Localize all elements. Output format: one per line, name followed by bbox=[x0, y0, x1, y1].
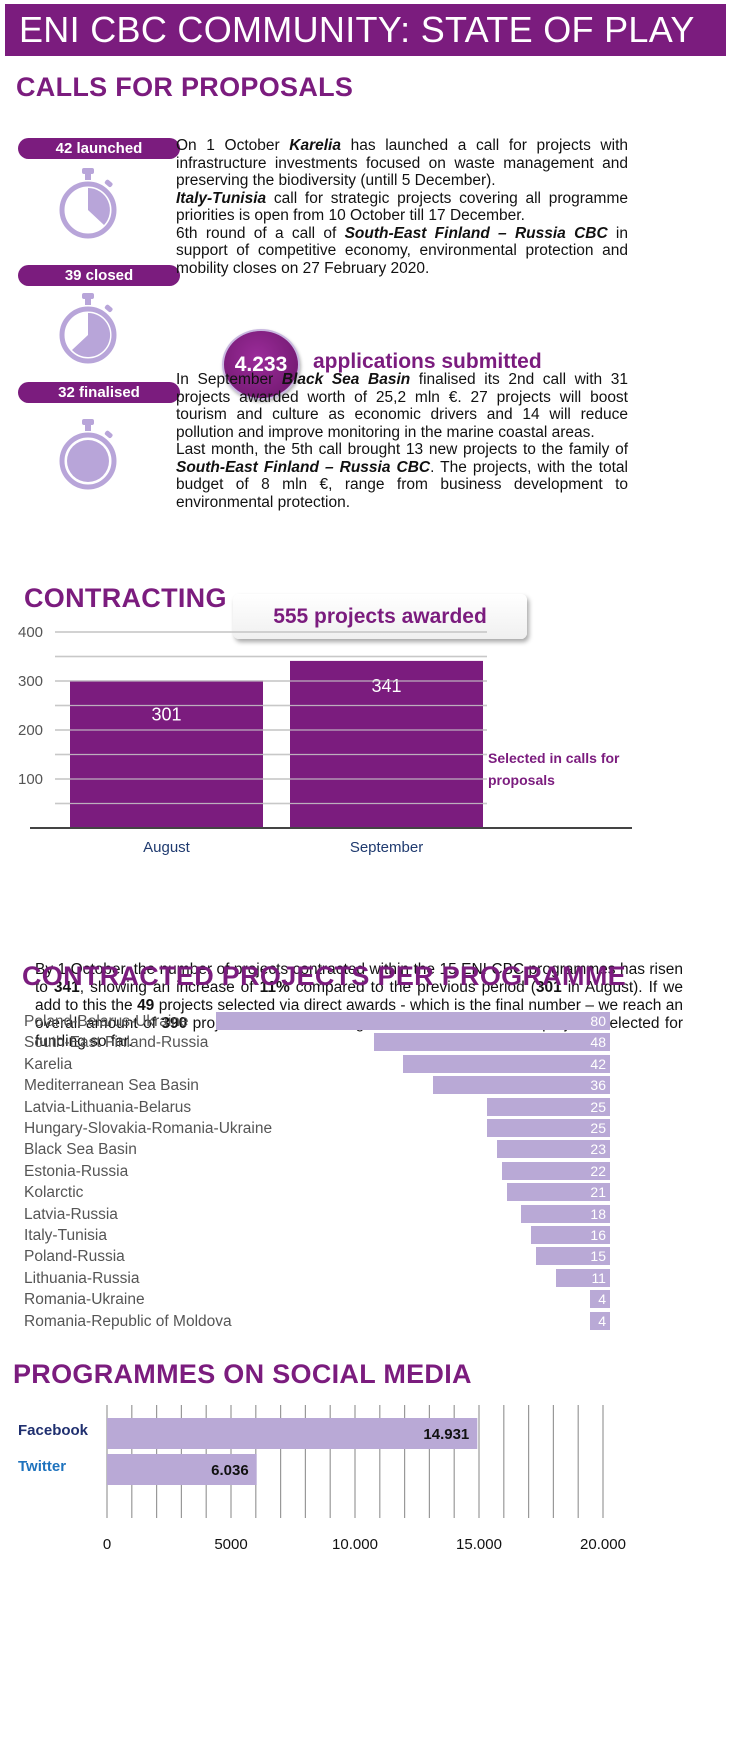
x-tick-label: 20.000 bbox=[580, 1536, 626, 1553]
programme-bar: 25 bbox=[486, 1119, 610, 1137]
text-run: 301 bbox=[535, 979, 562, 996]
programme-bar: 18 bbox=[521, 1204, 610, 1223]
stopwatch-half-icon bbox=[59, 293, 117, 364]
programme-bar: 16 bbox=[531, 1226, 610, 1244]
programme-bar: 42 bbox=[403, 1054, 610, 1073]
text-run: 65% bbox=[460, 1015, 492, 1032]
legend-label: Selected in calls for proposals bbox=[488, 750, 620, 788]
programme-label: Black Sea Basin bbox=[24, 1141, 137, 1159]
programme-label: Hungary-Slovakia-Romania-Ukraine bbox=[24, 1120, 273, 1137]
programme-bar: 4 bbox=[590, 1311, 610, 1330]
text-run: finalised its 2nd call with 31 projects … bbox=[176, 371, 628, 441]
y-tick-label: 100 bbox=[18, 771, 43, 788]
text-run: Black Sea Basin bbox=[281, 371, 411, 388]
text-run: projects selected via direct awards - wh… bbox=[35, 997, 683, 1032]
finalised-badge: 32 finalised bbox=[18, 382, 180, 403]
page-title: ENI CBC COMMUNITY: STATE OF PLAY bbox=[5, 4, 726, 56]
data-label: 301 bbox=[151, 705, 181, 725]
calls-section-title: CALLS FOR PROPOSALS bbox=[16, 72, 354, 102]
launched-badge: 42 launched bbox=[18, 138, 180, 159]
data-label: 341 bbox=[371, 676, 401, 696]
text-run: in August). If we add to this the bbox=[35, 979, 683, 1014]
closed-badge: 39 closed bbox=[18, 265, 180, 286]
programme-bar: 21 bbox=[506, 1183, 610, 1202]
black-sea-paragraph: In September Black Sea Basin finalised i… bbox=[176, 371, 628, 441]
text-run: 390 bbox=[161, 1015, 188, 1032]
programme-label: Poland-Russia bbox=[24, 1248, 125, 1266]
category-label: Facebook bbox=[18, 1422, 89, 1439]
calls-text-block: On 1 October Karelia has launched a call… bbox=[176, 137, 628, 277]
programme-bar: 22 bbox=[501, 1161, 610, 1180]
social-section-title: PROGRAMMES ON SOCIAL MEDIA bbox=[13, 1359, 472, 1389]
text-run: call for strategic projects covering all… bbox=[176, 189, 628, 225]
programme-label: Estonia-Russia bbox=[24, 1162, 129, 1180]
karelia-paragraph: On 1 October Karelia has launched a call… bbox=[176, 137, 628, 190]
y-tick-label: 200 bbox=[18, 722, 43, 739]
text-run: compared to the previous period ( bbox=[289, 979, 536, 996]
programme-label: Lithuania-Russia bbox=[24, 1269, 140, 1287]
contracting-chart: 100 200 300 400 301 August 341 September Selecte… bbox=[18, 624, 632, 856]
data-label: 6.036 bbox=[211, 1462, 249, 1479]
text-run: has launched a call for projects with in… bbox=[176, 137, 628, 189]
programme-label: Romania-Republic of Moldova bbox=[24, 1312, 232, 1330]
programme-label: Italy-Tunisia bbox=[24, 1227, 107, 1244]
applications-count: 4.233 bbox=[222, 329, 300, 400]
text-run: , showing an increase of bbox=[79, 979, 260, 996]
programme-label: Karelia bbox=[24, 1055, 73, 1073]
x-tick-label: 5000 bbox=[214, 1536, 247, 1553]
social-bar-facebook bbox=[107, 1418, 478, 1449]
programme-label: Kolarctic bbox=[24, 1184, 84, 1202]
x-tick-label: 0 bbox=[103, 1536, 111, 1553]
social-media-chart: 14.931 Facebook 6.036 Twitter 0 5000 10.000 15.… bbox=[18, 1405, 626, 1553]
programme-label: Latvia-Russia bbox=[24, 1205, 118, 1223]
text-run: On 1 October bbox=[176, 137, 290, 154]
social-bar-twitter bbox=[107, 1454, 257, 1485]
programme-bar: 23 bbox=[496, 1140, 610, 1159]
per-programme-section-title: CONTRACTED PROJECTS PER PROGRAMME bbox=[22, 961, 626, 991]
text-run: 11% bbox=[259, 979, 290, 996]
programme-label: Mediterranean Sea Basin bbox=[24, 1077, 199, 1095]
applications-label: applications submitted bbox=[313, 350, 542, 373]
text-run: Karelia bbox=[289, 137, 341, 154]
text-run: 341 bbox=[53, 979, 80, 996]
x-tick-label: 15.000 bbox=[456, 1536, 502, 1553]
text-run: South-East Finland – Russia CBC bbox=[176, 458, 431, 476]
x-tick-label: August bbox=[143, 839, 191, 856]
text-run: By 1 October, the number of projects con… bbox=[35, 961, 683, 996]
programme-bar: 4 bbox=[590, 1290, 610, 1309]
text-run: Last month, the 5th call brought 13 new … bbox=[176, 441, 628, 458]
stopwatch-full-icon bbox=[59, 419, 117, 490]
text-run: 6th round of a call of bbox=[176, 224, 345, 242]
bar-september bbox=[290, 660, 483, 828]
programme-label: Romania-Ukraine bbox=[24, 1291, 145, 1309]
programme-bar: 25 bbox=[486, 1097, 610, 1116]
x-tick-label: September bbox=[350, 839, 423, 856]
programme-bar: 15 bbox=[536, 1247, 610, 1266]
text-run: in support of competitive economy, envir… bbox=[176, 224, 628, 277]
contracting-section-title: CONTRACTING bbox=[24, 583, 227, 613]
y-tick-label: 400 bbox=[18, 624, 43, 641]
text-run: . The projects, with the total budget of… bbox=[176, 458, 628, 511]
category-label: Twitter bbox=[18, 1458, 66, 1475]
finland-russia-paragraph: 6th round of a call of South-East Finlan… bbox=[176, 225, 628, 278]
programme-bar: 11 bbox=[555, 1268, 610, 1287]
data-label: 14.931 bbox=[423, 1426, 469, 1443]
programme-label: Latvia-Lithuania-Belarus bbox=[24, 1098, 192, 1116]
programme-bar: 36 bbox=[432, 1076, 610, 1095]
x-tick-label: 10.000 bbox=[332, 1536, 378, 1553]
text-run: Italy-Tunisia bbox=[176, 189, 267, 207]
stopwatch-quarter-icon bbox=[59, 168, 117, 239]
text-run: 49 bbox=[137, 997, 155, 1014]
text-run: projects. The contracting has covered bbox=[187, 1015, 461, 1032]
fifth-call-paragraph: Last month, the 5th call brought 13 new … bbox=[176, 441, 628, 511]
finalised-text-block: In September Black Sea Basin finalised i… bbox=[176, 371, 628, 511]
text-run: South-East Finland – Russia CBC bbox=[344, 224, 608, 242]
y-tick-label: 300 bbox=[18, 673, 43, 690]
italy-tunisia-paragraph: Italy-Tunisia call for strategic project… bbox=[176, 190, 628, 225]
text-run: In September bbox=[176, 371, 282, 388]
